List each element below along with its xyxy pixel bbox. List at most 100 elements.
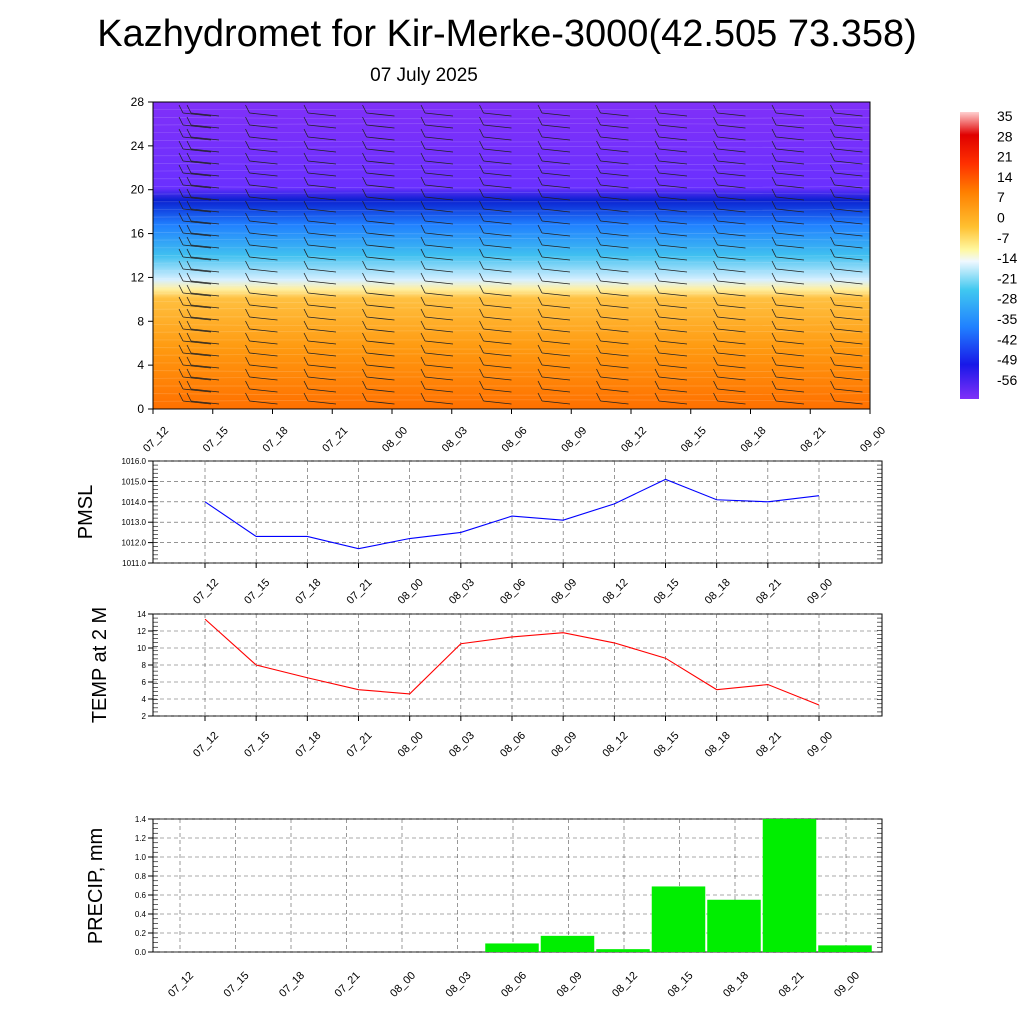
- wind-barb: [600, 136, 629, 141]
- wind-barb: [600, 304, 629, 309]
- wind-barb: [424, 112, 454, 117]
- x-tick-label: 08_06: [498, 577, 528, 607]
- wind-barb: [424, 292, 454, 297]
- wind-barb: [771, 320, 777, 330]
- wind-barb: [366, 172, 395, 177]
- y-tick-label: 0: [137, 402, 144, 416]
- wind-barb: [303, 224, 309, 234]
- wind-barb: [830, 344, 835, 354]
- wind-barb: [541, 256, 571, 261]
- colorbar-label: -35: [997, 311, 1017, 327]
- wind-barb: [596, 176, 601, 186]
- wind-barb: [178, 224, 184, 234]
- wind-barb: [362, 200, 367, 210]
- x-tick-label: 08_18: [703, 577, 733, 607]
- wind-barb: [479, 152, 484, 162]
- x-tick-label: 09_00: [832, 970, 862, 1000]
- isoline: [152, 192, 871, 195]
- wind-barb: [537, 164, 543, 174]
- x-tick-label: 08_09: [549, 730, 579, 760]
- wind-barb: [654, 116, 660, 126]
- wind-barb: [483, 328, 512, 333]
- wind-barb: [424, 400, 454, 405]
- wind-barb: [190, 172, 220, 177]
- wind-barb: [420, 344, 426, 354]
- wind-barb: [307, 124, 337, 129]
- wind-barb: [366, 328, 395, 333]
- wind-barb: [178, 152, 184, 162]
- wind-barb: [713, 140, 718, 150]
- x-tick-label: 07_18: [293, 730, 323, 760]
- wind-barb: [245, 332, 250, 342]
- wind-barb: [245, 200, 250, 210]
- wind-barb: [178, 248, 184, 258]
- wind-barb: [654, 356, 660, 366]
- precip-bar: [818, 945, 872, 952]
- wind-barb: [307, 196, 337, 201]
- wind-barb: [182, 304, 212, 309]
- wind-barb: [362, 116, 367, 126]
- wind-barb: [834, 232, 863, 237]
- wind-barb: [190, 256, 220, 261]
- y-tick-label: 2: [142, 712, 147, 721]
- wind-barb: [307, 232, 337, 237]
- wind-barb: [245, 320, 250, 330]
- wind-barb: [186, 104, 192, 114]
- wind-barb: [303, 320, 309, 330]
- wind-barb: [600, 172, 629, 177]
- x-tick-label: 08_03: [447, 577, 477, 607]
- wind-barb: [713, 284, 718, 294]
- wind-barb: [717, 340, 746, 345]
- wind-barb: [775, 328, 805, 333]
- wind-barb: [654, 380, 660, 390]
- wind-barb: [600, 388, 629, 393]
- wind-barb: [834, 280, 863, 285]
- wind-barb: [186, 212, 192, 222]
- wind-barb: [178, 320, 184, 330]
- wind-barb: [771, 344, 777, 354]
- wind-barb: [249, 232, 278, 237]
- wind-barb: [830, 320, 835, 330]
- wind-barb: [830, 248, 835, 258]
- wind-barb: [713, 188, 718, 198]
- wind-barb: [182, 328, 212, 333]
- wind-barb: [420, 296, 426, 306]
- wind-barb: [600, 208, 629, 213]
- wind-barb: [658, 316, 688, 321]
- x-tick-label: 07_12: [141, 425, 171, 455]
- wind-barb: [600, 184, 629, 189]
- y-tick-label: 8: [142, 661, 147, 670]
- temp-panel: 2 4 6 8 10 12 14 07_12 07_15 07_18 07_21 08_00 08_03…: [89, 607, 883, 760]
- x-tick-label: 08_18: [703, 730, 733, 760]
- wind-barb: [424, 376, 454, 381]
- wind-barb: [600, 352, 629, 357]
- wind-barb: [190, 316, 220, 321]
- wind-barb: [600, 364, 629, 369]
- wind-barb: [713, 356, 718, 366]
- wind-barb: [178, 344, 184, 354]
- y-tick-label: 1011.0: [122, 559, 146, 568]
- colorbar-label: -49: [997, 352, 1017, 368]
- y-tick-label: 28: [131, 95, 145, 109]
- wind-barb: [190, 124, 220, 129]
- wind-barb: [249, 112, 278, 117]
- wind-barb: [190, 388, 220, 393]
- wind-barb: [245, 224, 250, 234]
- wind-barb: [771, 200, 777, 210]
- wind-barb: [307, 136, 337, 141]
- y-tick-label: 1016.0: [122, 457, 147, 466]
- colorbar-label: -14: [997, 250, 1017, 266]
- wind-barb: [362, 356, 367, 366]
- wind-barb: [190, 196, 220, 201]
- wind-barb: [658, 112, 688, 117]
- wind-barb: [713, 224, 718, 234]
- wind-barb: [479, 212, 484, 222]
- wind-barb: [362, 308, 367, 318]
- wind-barb: [303, 260, 309, 270]
- wind-barb: [600, 268, 629, 273]
- isoline: [152, 301, 871, 304]
- wind-barb: [307, 316, 337, 321]
- wind-barb: [424, 124, 454, 129]
- wind-barb: [420, 320, 426, 330]
- wind-barb: [366, 160, 395, 165]
